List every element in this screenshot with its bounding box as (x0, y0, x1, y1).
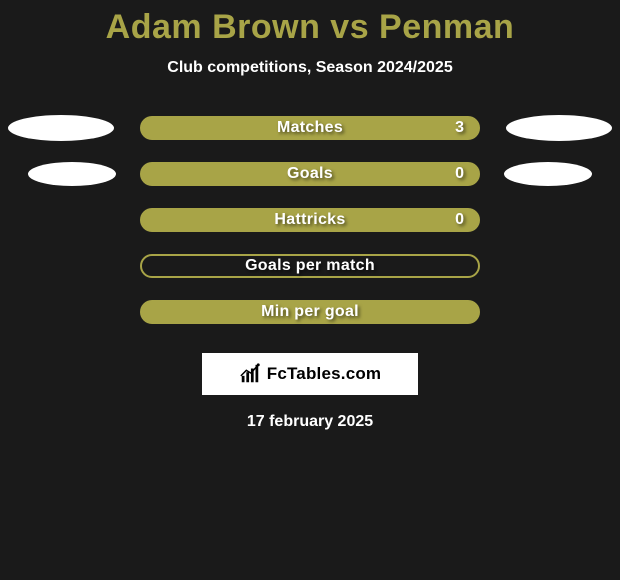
stat-label: Min per goal (261, 303, 359, 321)
stat-label: Hattricks (274, 211, 345, 229)
stat-bar: Hattricks 0 (140, 208, 480, 232)
stat-value-right: 0 (455, 211, 464, 229)
subtitle: Club competitions, Season 2024/2025 (0, 59, 620, 77)
date-text: 17 february 2025 (0, 413, 620, 431)
stat-label: Goals (287, 165, 333, 183)
stat-bar: Min per goal (140, 300, 480, 324)
player-left-oval (8, 115, 114, 141)
stat-bar: Goals per match (140, 254, 480, 278)
stat-label: Matches (277, 119, 343, 137)
stat-bar: Matches 3 (140, 116, 480, 140)
source-badge-text: FcTables.com (267, 364, 382, 384)
stat-label: Goals per match (245, 257, 375, 275)
source-badge: FcTables.com (202, 353, 418, 395)
stat-value-right: 3 (455, 119, 464, 137)
page-title: Adam Brown vs Penman (0, 8, 620, 47)
comparison-card: Adam Brown vs Penman Club competitions, … (0, 0, 620, 431)
stat-row-goals: Goals 0 (0, 151, 620, 197)
stat-value-right: 0 (455, 165, 464, 183)
player-right-oval (504, 162, 592, 186)
stat-row-mpg: Min per goal (0, 289, 620, 335)
stat-row-matches: Matches 3 (0, 105, 620, 151)
stat-rows: Matches 3 Goals 0 Hattricks 0 (0, 105, 620, 335)
player-left-oval (28, 162, 116, 186)
stat-row-hattricks: Hattricks 0 (0, 197, 620, 243)
player-right-oval (506, 115, 612, 141)
stat-bar: Goals 0 (140, 162, 480, 186)
chart-icon (239, 363, 261, 385)
stat-row-gpm: Goals per match (0, 243, 620, 289)
